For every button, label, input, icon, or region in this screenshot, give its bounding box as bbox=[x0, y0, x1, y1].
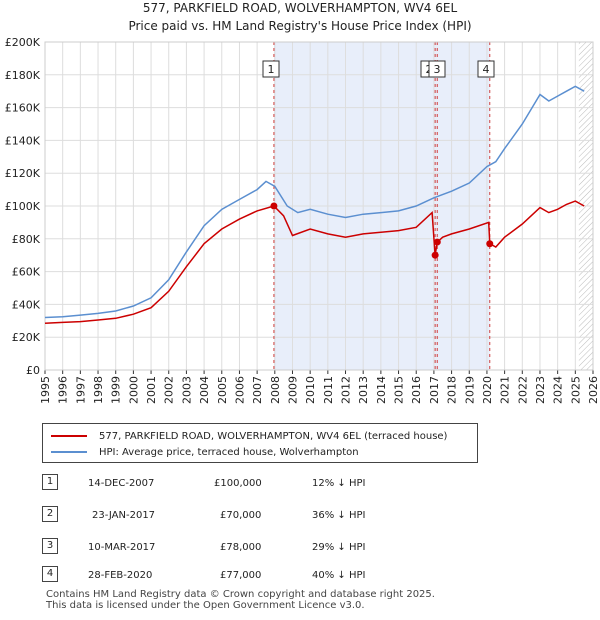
sale-marker-box bbox=[428, 60, 446, 78]
y-tick-label: £80K bbox=[12, 233, 41, 246]
x-tick-label: 1999 bbox=[110, 376, 123, 404]
x-tick-label: 2003 bbox=[180, 376, 193, 404]
x-tick-label: 2009 bbox=[286, 376, 299, 404]
x-tick-label: 2017 bbox=[428, 376, 441, 404]
sale-point bbox=[270, 202, 278, 210]
sale-marker-box bbox=[477, 60, 495, 78]
x-tick-label: 2023 bbox=[534, 376, 547, 404]
price-chart: 577, PARKFIELD ROAD, WOLVERHAMPTON, WV4 … bbox=[5, 1, 600, 404]
legend-item-property: 577, PARKFIELD ROAD, WOLVERHAMPTON, WV4 … bbox=[51, 428, 447, 444]
y-tick-label: £180K bbox=[5, 69, 41, 82]
x-tick-label: 1997 bbox=[74, 376, 87, 404]
y-tick-label: £20K bbox=[12, 331, 41, 344]
x-tick-label: 1996 bbox=[57, 376, 70, 404]
sale-hpi-diff: 12% ↓ HPI bbox=[312, 478, 366, 489]
legend-swatch-hpi bbox=[51, 451, 87, 453]
x-tick-label: 2007 bbox=[251, 376, 264, 404]
x-tick-label: 1995 bbox=[39, 376, 52, 404]
x-tick-label: 2002 bbox=[163, 376, 176, 404]
legend-item-hpi: HPI: Average price, terraced house, Wolv… bbox=[51, 444, 359, 460]
sale-badge: 4 bbox=[42, 566, 58, 582]
x-tick-label: 2016 bbox=[410, 376, 423, 404]
y-tick-label: £140K bbox=[5, 134, 41, 147]
sale-date: 23-JAN-2017 bbox=[92, 510, 156, 521]
x-tick-label: 2015 bbox=[393, 376, 406, 404]
sale-price: £78,000 bbox=[220, 542, 262, 553]
y-tick-label: £100K bbox=[5, 200, 41, 213]
legend-swatch-property bbox=[51, 435, 87, 437]
footer: Contains HM Land Registry data © Crown c… bbox=[46, 589, 435, 611]
sale-hpi-diff: 36% ↓ HPI bbox=[312, 510, 366, 521]
y-tick-label: £120K bbox=[5, 167, 41, 180]
x-tick-label: 2011 bbox=[322, 376, 335, 404]
y-tick-label: £40K bbox=[12, 298, 41, 311]
x-tick-label: 2026 bbox=[587, 376, 600, 404]
x-tick-label: 2008 bbox=[269, 376, 282, 404]
legend: 577, PARKFIELD ROAD, WOLVERHAMPTON, WV4 … bbox=[42, 423, 478, 463]
x-tick-label: 2006 bbox=[233, 376, 246, 404]
x-tick-label: 2005 bbox=[216, 376, 229, 404]
x-tick-label: 2004 bbox=[198, 376, 211, 404]
plot-frame bbox=[44, 41, 594, 371]
x-tick-label: 2013 bbox=[357, 376, 370, 404]
sale-badge: 3 bbox=[42, 538, 58, 554]
sale-badge: 1 bbox=[42, 474, 58, 490]
sale-date: 14-DEC-2007 bbox=[88, 478, 155, 489]
x-tick-label: 2012 bbox=[340, 376, 353, 404]
x-tick-label: 2019 bbox=[463, 376, 476, 404]
y-tick-label: £160K bbox=[5, 102, 41, 115]
y-tick-label: £0 bbox=[26, 364, 40, 377]
y-tick-label: £60K bbox=[12, 266, 41, 279]
sale-date: 28-FEB-2020 bbox=[88, 570, 153, 581]
sale-marker-box bbox=[262, 60, 280, 78]
x-tick-label: 2020 bbox=[481, 376, 494, 404]
sale-point bbox=[431, 251, 439, 259]
x-tick-label: 2014 bbox=[375, 376, 388, 404]
sale-marker-label: 3 bbox=[434, 63, 441, 76]
sale-point bbox=[486, 240, 494, 248]
chart-title: 577, PARKFIELD ROAD, WOLVERHAMPTON, WV4 … bbox=[143, 1, 458, 15]
sale-marker-label: 1 bbox=[268, 63, 275, 76]
sale-hpi-diff: 29% ↓ HPI bbox=[312, 542, 366, 553]
x-tick-label: 2018 bbox=[446, 376, 459, 404]
sale-price: £70,000 bbox=[220, 510, 262, 521]
x-tick-label: 2010 bbox=[304, 376, 317, 404]
series-line-price_paid bbox=[44, 200, 585, 325]
sale-marker-label: 4 bbox=[483, 63, 490, 76]
x-tick-label: 2024 bbox=[552, 376, 565, 404]
sale-hpi-diff: 40% ↓ HPI bbox=[312, 570, 366, 581]
x-tick-label: 1998 bbox=[92, 376, 105, 404]
legend-label-property: 577, PARKFIELD ROAD, WOLVERHAMPTON, WV4 … bbox=[99, 430, 448, 442]
x-tick-label: 2025 bbox=[569, 376, 582, 404]
x-tick-label: 2000 bbox=[127, 376, 140, 404]
series-line-hpi bbox=[44, 85, 585, 319]
sale-price: £77,000 bbox=[220, 570, 262, 581]
footer-license: This data is licensed under the Open Gov… bbox=[46, 600, 365, 611]
footer-copyright: Contains HM Land Registry data © Crown c… bbox=[46, 589, 435, 600]
sale-point bbox=[433, 238, 441, 246]
sale-badge: 2 bbox=[42, 506, 58, 522]
sale-date: 10-MAR-2017 bbox=[88, 542, 156, 553]
x-tick-label: 2022 bbox=[516, 376, 529, 404]
y-tick-label: £200K bbox=[5, 36, 41, 49]
chart-subtitle: Price paid vs. HM Land Registry's House … bbox=[128, 19, 471, 33]
legend-label-hpi: HPI: Average price, terraced house, Wolv… bbox=[99, 446, 359, 458]
sale-price: £100,000 bbox=[214, 478, 262, 489]
x-tick-label: 2001 bbox=[145, 376, 158, 404]
x-tick-label: 2021 bbox=[499, 376, 512, 404]
